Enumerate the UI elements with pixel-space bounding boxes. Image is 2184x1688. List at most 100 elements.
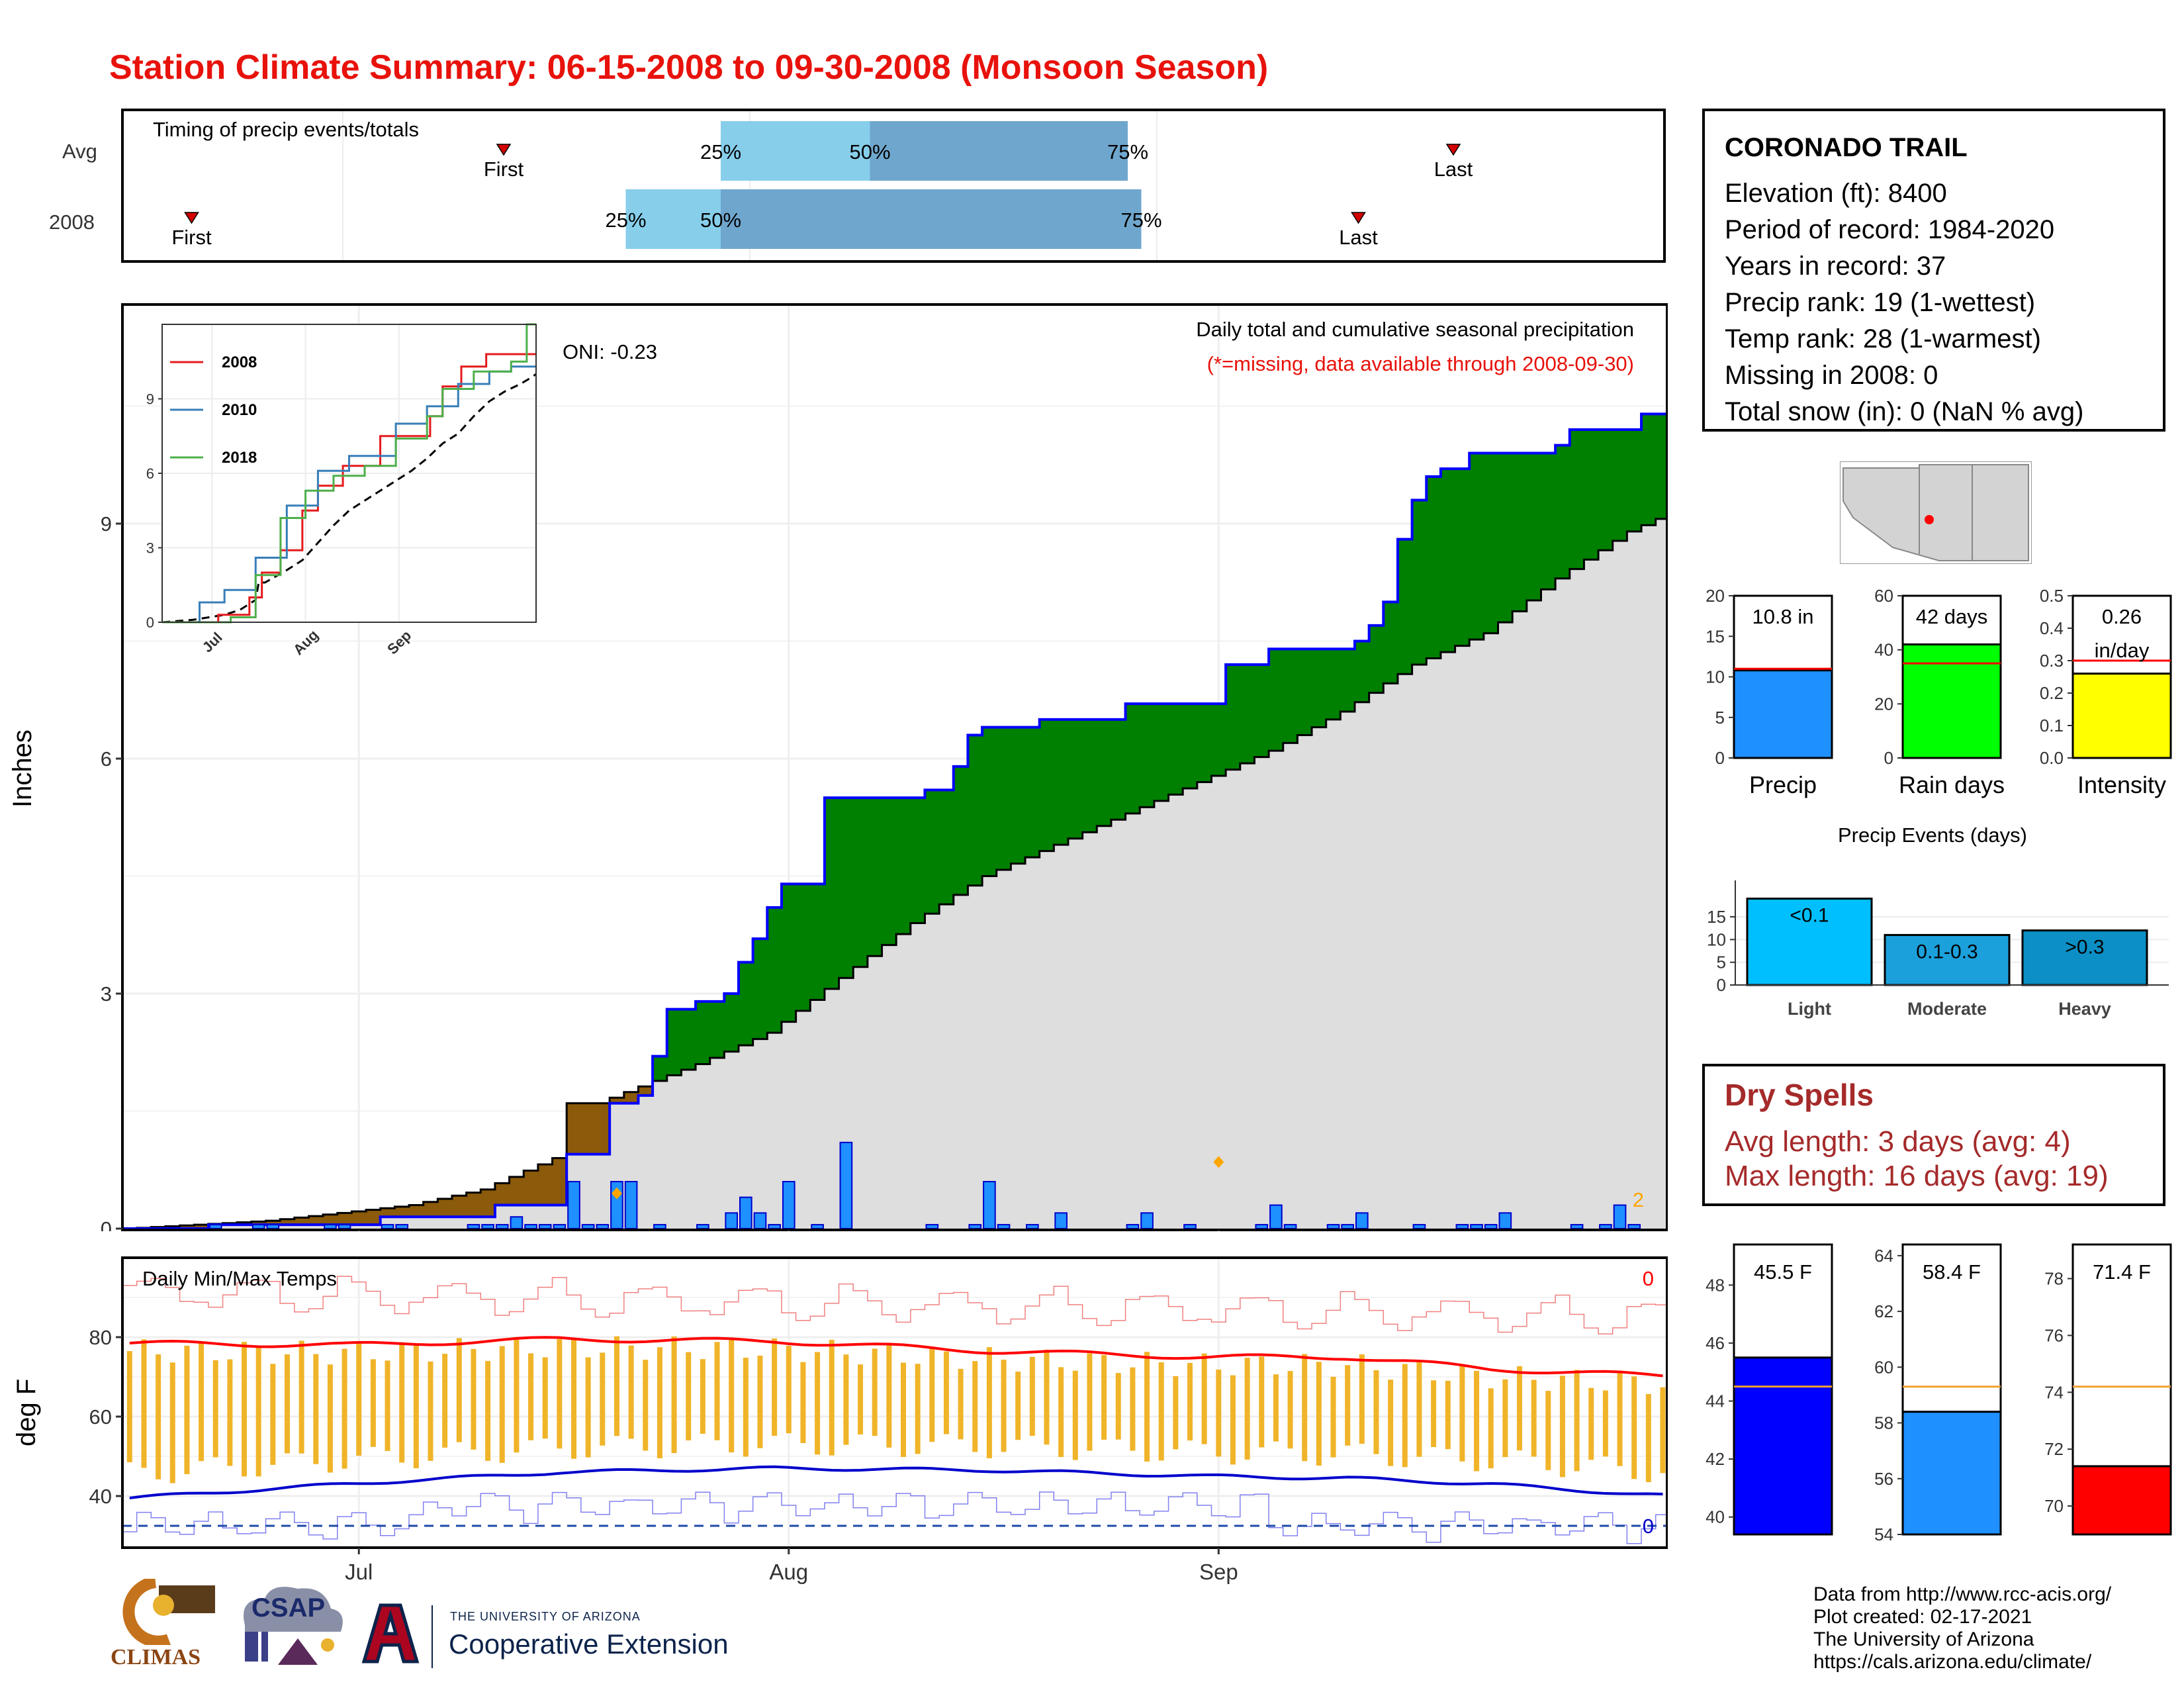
daily-precip-bar bbox=[1355, 1212, 1369, 1230]
daily-temp-range-bar bbox=[614, 1336, 619, 1436]
dry-spells-max: Max length: 16 days (avg: 19) bbox=[1725, 1160, 2109, 1192]
avg-max-line bbox=[129, 1336, 1663, 1378]
main-ylabel: Inches bbox=[8, 729, 37, 808]
summary-value-label: 0.26 bbox=[2102, 605, 2142, 628]
inset-y-tick-label: 0 bbox=[146, 614, 154, 631]
summary-bar-label: Precip bbox=[1749, 771, 1817, 798]
daily-temp-range-bar bbox=[1631, 1376, 1637, 1479]
station-name: CORONADO TRAIL bbox=[1725, 133, 1968, 162]
daily-temp-range-bar bbox=[485, 1360, 491, 1461]
timing-bar-50-75 bbox=[870, 121, 1128, 181]
daily-temp-range-bar bbox=[1130, 1367, 1136, 1451]
daily-temp-range-bar bbox=[1345, 1365, 1351, 1446]
events-tick-label: 0 bbox=[1717, 975, 1726, 995]
daily-precip-bar bbox=[696, 1224, 709, 1230]
y-tick-label: 6 bbox=[101, 747, 112, 771]
temp-bar-t-mean bbox=[1901, 1411, 2002, 1536]
daily-temp-range-bar bbox=[915, 1364, 921, 1454]
daily-temp-range-bar bbox=[341, 1348, 347, 1469]
timing-pct-label: 25% bbox=[700, 140, 741, 164]
daily-precip-bar bbox=[968, 1224, 982, 1230]
daily-temp-range-bar bbox=[399, 1342, 405, 1463]
daily-precip-bar bbox=[1255, 1224, 1269, 1230]
y-tick-label: 0 bbox=[101, 1217, 112, 1231]
station-location-marker bbox=[1925, 515, 1934, 524]
temp-bar-tick-label: 56 bbox=[1874, 1469, 1893, 1489]
summary-tick-label: 0.1 bbox=[2040, 716, 2064, 735]
plot-border bbox=[121, 303, 1668, 1231]
daily-temp-range-bar bbox=[542, 1357, 548, 1439]
daily-temp-range-bar bbox=[1574, 1370, 1580, 1472]
daily-precip-bar bbox=[624, 1181, 638, 1229]
daily-precip-bar bbox=[983, 1181, 996, 1229]
station-missing: Missing in 2008: 0 bbox=[1725, 361, 1938, 390]
avg-cumulative-line bbox=[122, 518, 1668, 1230]
daily-temp-range-bar bbox=[428, 1361, 433, 1461]
daily-temp-range-bar bbox=[499, 1346, 505, 1463]
daily-temp-range-bar bbox=[929, 1346, 935, 1442]
daily-temp-range-bar bbox=[1488, 1388, 1494, 1469]
daily-temp-range-bar bbox=[1259, 1356, 1265, 1448]
temps-y-tick-label: 60 bbox=[89, 1405, 112, 1429]
daily-precip-bar bbox=[839, 1141, 853, 1230]
daily-precip-bar bbox=[324, 1224, 337, 1230]
daily-precip-bar bbox=[725, 1212, 739, 1230]
summary-value-label: 10.8 in bbox=[1752, 605, 1813, 628]
missing-marker bbox=[1213, 1156, 1224, 1168]
station-info-panel: CORONADO TRAIL Elevation (ft): 8400 Peri… bbox=[1702, 109, 2165, 432]
daily-temp-range-bar bbox=[686, 1352, 692, 1440]
daily-temp-range-bar bbox=[255, 1347, 261, 1477]
timing-pct-label: 50% bbox=[700, 209, 741, 232]
daily-precip-bar bbox=[1470, 1224, 1483, 1230]
daily-temp-range-bar bbox=[772, 1338, 778, 1436]
daily-precip-bar bbox=[538, 1224, 552, 1230]
summary-bar-label: Rain days bbox=[1899, 771, 2005, 798]
record-max-line bbox=[122, 1276, 1668, 1335]
temp-bar-tick-label: 78 bbox=[2044, 1269, 2064, 1289]
last-event-marker bbox=[1445, 144, 1461, 156]
y-tick-label: 9 bbox=[101, 512, 112, 536]
station-period: Period of record: 1984-2020 bbox=[1725, 215, 2055, 244]
temp-bar-value-label: 58.4 F bbox=[1923, 1260, 1981, 1284]
daily-temp-range-bar bbox=[1015, 1371, 1021, 1440]
events-bar-label: >0.3 bbox=[2065, 937, 2104, 959]
station-precip-rank: Precip rank: 19 (1-wettest) bbox=[1725, 288, 2036, 317]
temps-label: Daily Min/Max Temps bbox=[142, 1267, 337, 1290]
daily-precip-bar bbox=[1054, 1212, 1068, 1230]
daily-temp-range-bar bbox=[413, 1344, 419, 1468]
temp-bar-tick-label: 70 bbox=[2044, 1496, 2064, 1516]
daily-temp-range-bar bbox=[1158, 1362, 1164, 1461]
ua-big-text: Cooperative Extension bbox=[449, 1628, 729, 1660]
precip-events-chart: Precip Events (days) <0.1 Light 0.1-0.3 Mode… bbox=[1707, 823, 2169, 1019]
temp-bar-value-label: 45.5 F bbox=[1754, 1260, 1812, 1284]
daily-temp-range-bar bbox=[843, 1354, 849, 1445]
temp-bar-tick-label: 64 bbox=[1874, 1246, 1893, 1266]
daily-temp-range-bar bbox=[1602, 1390, 1608, 1457]
daily-temp-range-bar bbox=[456, 1338, 462, 1442]
timing-pct-label: 50% bbox=[849, 140, 890, 164]
daily-temp-range-bar bbox=[757, 1355, 763, 1448]
temps-x-tick-label: Aug bbox=[769, 1560, 808, 1584]
daily-temp-range-bar bbox=[156, 1354, 161, 1479]
daily-temp-range-bar bbox=[1474, 1370, 1480, 1472]
temps-y-tick-label: 40 bbox=[89, 1485, 112, 1508]
summary-value-label: 42 days bbox=[1916, 605, 1988, 628]
daily-temp-range-bar bbox=[242, 1342, 248, 1477]
daily-temp-range-bar bbox=[829, 1340, 835, 1456]
daily-precip-bar bbox=[1498, 1212, 1512, 1230]
last-event-label: Last bbox=[1339, 226, 1378, 249]
daily-precip-bar bbox=[251, 1224, 265, 1230]
daily-precip-bar bbox=[381, 1224, 394, 1230]
footer-data-source: Data from http://www.rcc-acis.org/ bbox=[1813, 1583, 2112, 1605]
daily-temp-range-bar bbox=[986, 1347, 992, 1458]
precip-chart: 0 3 6 9 Daily total and cumulative seasonal … bbox=[101, 303, 1668, 1231]
daily-temp-range-bar bbox=[184, 1345, 190, 1474]
daily-precip-bar bbox=[1627, 1224, 1641, 1230]
daily-precip-bar bbox=[1326, 1224, 1340, 1230]
events-tick-label: 5 bbox=[1717, 953, 1726, 972]
summary-tick-label: 20 bbox=[1706, 586, 1725, 606]
summary-bar-intensity bbox=[2071, 673, 2172, 759]
first-event-marker bbox=[496, 144, 512, 156]
daily-temp-range-bar bbox=[1201, 1353, 1207, 1444]
